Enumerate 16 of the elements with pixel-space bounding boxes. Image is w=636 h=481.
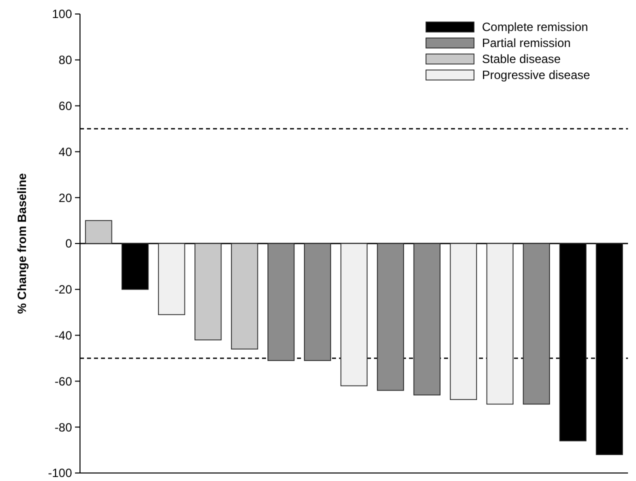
y-tick-label: 20 (58, 190, 72, 205)
legend-label: Complete remission (482, 20, 588, 34)
y-tick-label: 40 (58, 144, 72, 159)
y-tick-label: 100 (52, 7, 72, 22)
y-tick-label: -20 (54, 282, 72, 297)
y-tick-label: -40 (54, 328, 72, 342)
legend-label: Stable disease (482, 52, 562, 66)
legend-label: Partial remission (482, 36, 571, 50)
y-axis-title: % Change from Baseline (15, 172, 29, 314)
y-tick-label: -100 (48, 466, 72, 480)
y-tick-label: 80 (58, 53, 72, 68)
y-tick-label: -80 (54, 420, 72, 434)
y-tick-label: 60 (58, 99, 72, 113)
y-tick-label: 0 (65, 236, 72, 251)
legend-label: Progressive disease (482, 68, 590, 82)
y-tick-label: -60 (54, 374, 72, 388)
